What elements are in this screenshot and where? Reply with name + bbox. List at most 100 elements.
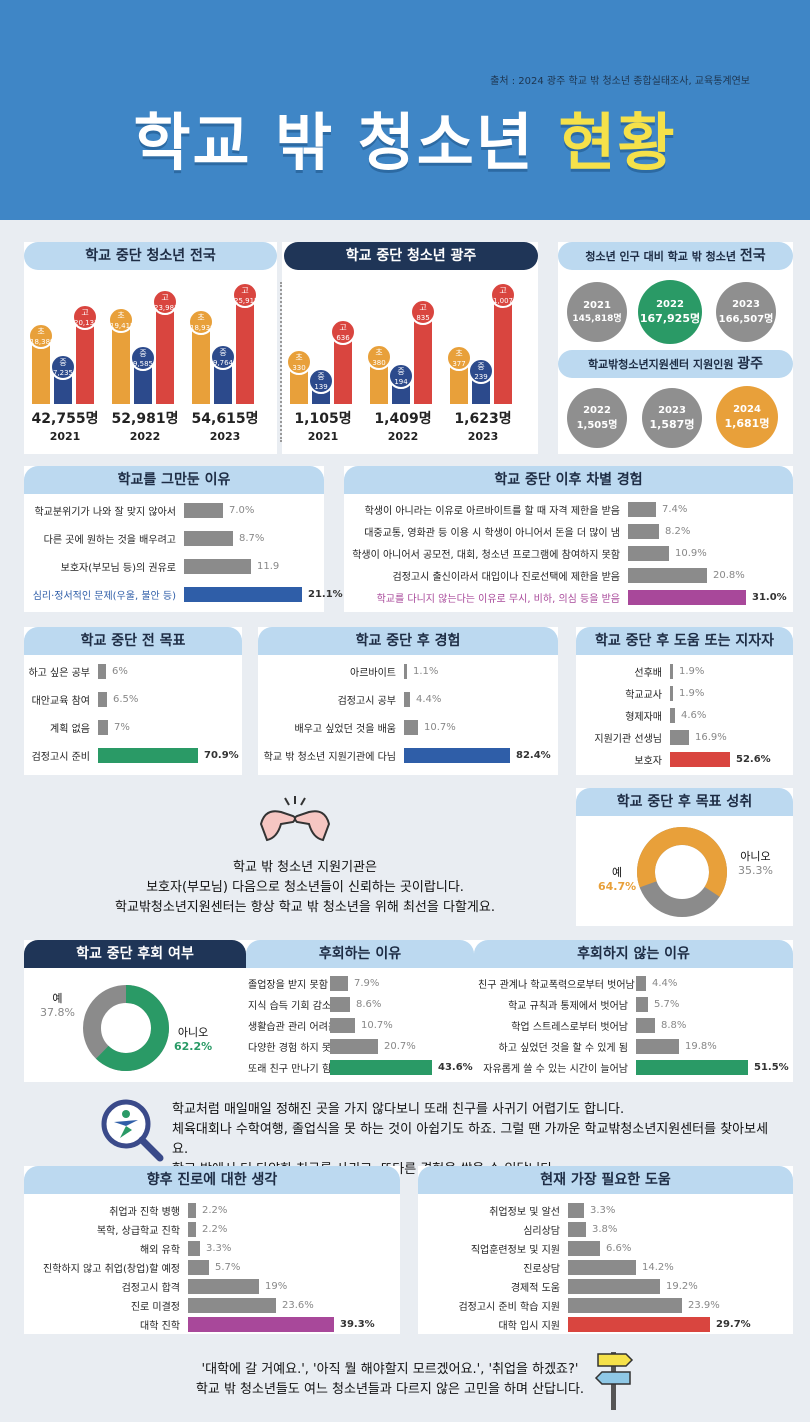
nat-badge-2023-jung: 중 9,764 xyxy=(210,344,236,370)
future-value: 19% xyxy=(265,1281,288,1292)
helper-bar xyxy=(670,730,689,745)
why-not-bar xyxy=(636,1039,679,1054)
gj-total-2021: 1,105명 xyxy=(294,411,352,427)
future-label: 취업과 진학 병행 xyxy=(109,1207,180,1218)
gj-badge-2021-cho: 초 330 xyxy=(286,349,312,375)
nat-bar-2022-go xyxy=(156,311,174,404)
goal-label: 하고 싶은 공부 xyxy=(28,668,90,679)
quit-bar xyxy=(184,587,302,602)
disc-row-2: 학생이 아니어서 공모전, 대회, 청소년 프로그램에 참여하지 못함 10.9% xyxy=(350,546,707,561)
nat-badge-2021-go: 고 20,131 xyxy=(72,304,99,330)
nat-bar-2021-jung xyxy=(54,376,72,404)
achieve-title: 학교 중단 후 목표 성취 xyxy=(576,788,793,816)
goal-label: 대안교육 참여 xyxy=(31,696,90,707)
disc-label: 대중교통, 영화관 등 이용 시 학생이 아니어서 돈을 더 많이 냄 xyxy=(364,528,620,539)
helper-label: 보호자 xyxy=(634,756,662,767)
helper-bar xyxy=(670,708,675,723)
why-not-row-2: 학업 스트레스로부터 벗어남 8.8% xyxy=(478,1018,686,1033)
future-value: 2.2% xyxy=(202,1205,228,1216)
page-title: 학교 밖 청소년 현황 xyxy=(133,106,677,179)
need-row-0: 취업정보 및 알선 3.3% xyxy=(422,1203,615,1218)
need-value: 6.6% xyxy=(606,1243,632,1254)
sup-circle-2022: 2022 1,505명 xyxy=(567,388,627,448)
disc-title: 학교 중단 이후 차별 경험 xyxy=(344,466,793,494)
exp-row-0: 아르바이트 1.1% xyxy=(262,664,438,679)
why-not-row-1: 학교 규칙과 통제에서 벗어남 5.7% xyxy=(478,997,679,1012)
future-value: 3.3% xyxy=(206,1243,232,1254)
nat-bar-2023-cho xyxy=(192,331,210,404)
goal-row-3: 검정고시 준비 70.9% xyxy=(28,748,239,763)
helper-row-4: 보호자 52.6% xyxy=(580,752,771,767)
regret-title: 학교 중단 후회 여부 xyxy=(24,940,246,968)
nat-chart: 초 18,389 중 7,235 고 20,131 42,755명 2021 초 19,415 중 9… xyxy=(24,270,277,454)
goal-value: 6% xyxy=(112,666,128,677)
why-regret-title: 후회하는 이유 xyxy=(246,940,474,968)
why-not-bar xyxy=(636,1060,748,1075)
gj-bar-2022-jung xyxy=(392,385,410,404)
quit-bar xyxy=(184,559,251,574)
why-regret-value: 10.7% xyxy=(361,1020,393,1031)
quit-value: 8.7% xyxy=(239,533,265,544)
gj-badge-2022-go: 고 835 xyxy=(410,299,436,325)
nat-year-2022: 2022 xyxy=(129,430,161,443)
need-value: 3.3% xyxy=(590,1205,616,1216)
future-value: 5.7% xyxy=(215,1262,241,1273)
why-not-row-3: 하고 싶었던 것을 할 수 있게 됨 19.8% xyxy=(478,1039,717,1054)
why-not-value: 8.8% xyxy=(661,1020,687,1031)
gj-total-2023: 1,623명 xyxy=(454,411,512,427)
nat-total-2022: 52,981명 xyxy=(111,411,179,427)
future-row-3: 진학하지 않고 취업(창업)할 예정 5.7% xyxy=(28,1260,240,1275)
future-row-1: 복학, 상급학교 진학 2.2% xyxy=(28,1222,227,1237)
why-not-value: 19.8% xyxy=(685,1041,717,1052)
future-label: 복학, 상급학교 진학 xyxy=(96,1226,180,1237)
nat-year-2023: 2023 xyxy=(209,430,241,443)
gj-badge-2022-jung: 중 194 xyxy=(388,363,414,389)
disc-label: 학생이 아니라는 이유로 아르바이트를 할 때 자격 제한을 받음 xyxy=(364,506,620,517)
helper-label: 학교교사 xyxy=(625,690,662,701)
need-row-1: 심리상담 3.8% xyxy=(422,1222,617,1237)
pop-circle-2023: 2023 166,507명 xyxy=(716,282,776,342)
divider xyxy=(280,282,282,442)
need-bar xyxy=(568,1222,586,1237)
need-value: 23.9% xyxy=(688,1300,720,1311)
why-not-label: 자유롭게 쓸 수 있는 시간이 늘어남 xyxy=(483,1064,628,1075)
goal-label: 계획 없음 xyxy=(50,724,90,735)
gj-bar-2023-go xyxy=(494,304,512,404)
goal-row-2: 계획 없음 7% xyxy=(28,720,130,735)
goal-row-0: 하고 싶은 공부 6% xyxy=(28,664,128,679)
future-bar xyxy=(188,1203,196,1218)
exp-label: 학교 밖 청소년 지원기관에 다님 xyxy=(263,752,396,763)
helper-bar xyxy=(670,686,673,701)
quit-label: 학교분위기가 나와 잘 맞지 않아서 xyxy=(34,507,176,518)
why-not-label: 학업 스트레스로부터 벗어남 xyxy=(511,1022,628,1033)
goal-title: 학교 중단 전 목표 xyxy=(24,627,242,655)
goal-label: 검정고시 준비 xyxy=(31,752,90,763)
future-bar xyxy=(188,1317,334,1332)
nat-badge-2022-jung: 중 9,585 xyxy=(130,345,156,371)
why-regret-value: 8.6% xyxy=(356,999,382,1010)
why-regret-bar xyxy=(330,997,350,1012)
need-value: 3.8% xyxy=(592,1224,618,1235)
disc-bar xyxy=(628,524,659,539)
future-bar xyxy=(188,1241,200,1256)
header-banner: 출처 : 2024 광주 학교 밖 청소년 종합실태조사, 교육통계연보 학교 … xyxy=(0,0,810,220)
quit-label: 다른 곳에 원하는 것을 배우려고 xyxy=(43,535,176,546)
why-regret-value: 7.9% xyxy=(354,978,380,989)
need-row-3: 진로상담 14.2% xyxy=(422,1260,674,1275)
why-not-bar xyxy=(636,997,648,1012)
gj-badge-2022-cho: 초 380 xyxy=(366,344,392,370)
nat-bar-2021-go xyxy=(76,326,94,404)
disc-bar xyxy=(628,568,707,583)
future-bar xyxy=(188,1279,259,1294)
quit-value: 21.1% xyxy=(308,589,343,600)
disc-row-1: 대중교통, 영화관 등 이용 시 학생이 아니어서 돈을 더 많이 냄 8.2% xyxy=(350,524,690,539)
quit-row-0: 학교분위기가 나와 잘 맞지 않아서 7.0% xyxy=(28,503,254,518)
why-regret-row-1: 지식 습득 기회 감소 8.6% xyxy=(248,997,381,1012)
quit-value: 7.0% xyxy=(229,505,255,516)
nat-bar-2021-cho xyxy=(32,345,50,404)
future-row-5: 진로 미결정 23.6% xyxy=(28,1298,314,1313)
goal-value: 7% xyxy=(114,722,130,733)
nat-badge-2021-jung: 중 7,235 xyxy=(50,354,76,380)
achieve-yes-label: 예 64.7% xyxy=(598,866,637,893)
future-bar xyxy=(188,1298,276,1313)
